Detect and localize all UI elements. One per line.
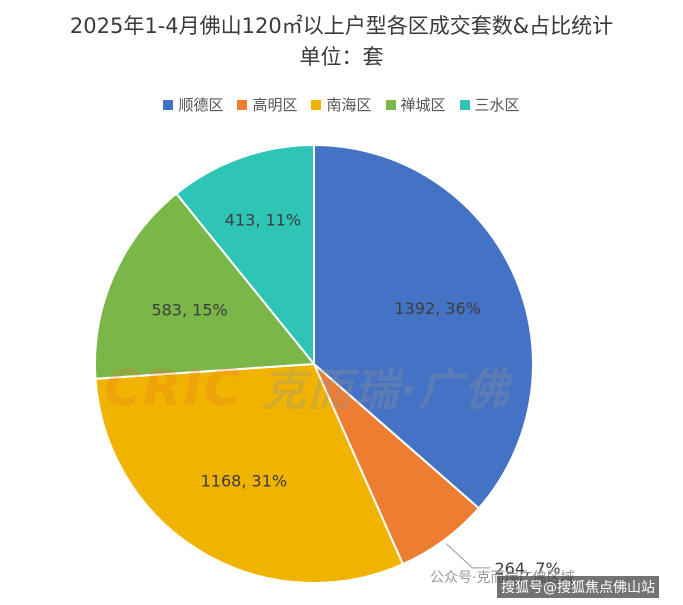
slice-nanhai xyxy=(94,362,405,584)
legend-label: 顺德区 xyxy=(178,96,224,114)
data-label: 1392, 36% xyxy=(394,299,480,318)
legend-label: 南海区 xyxy=(326,96,372,114)
leader-line xyxy=(446,543,491,569)
watermark-chinese: 克而瑞·广佛 xyxy=(261,365,511,416)
legend-swatch xyxy=(237,99,248,110)
legend-swatch xyxy=(459,99,470,110)
legend-swatch xyxy=(311,99,322,110)
legend-swatch xyxy=(163,99,174,110)
data-label: 1168, 31% xyxy=(201,471,287,490)
chart-subtitle: 单位：套 xyxy=(299,45,384,69)
footer-overlay: 搜狐号@搜狐焦点佛山站 xyxy=(497,576,659,598)
legend-label: 禅城区 xyxy=(400,96,446,114)
legend-label: 高明区 xyxy=(252,96,298,114)
legend-item-nanhai: 南海区 xyxy=(311,94,372,115)
slice-shunde xyxy=(313,143,534,510)
watermark: CRIC 克而瑞·广佛 xyxy=(104,354,511,418)
watermark-latin: CRIC xyxy=(104,359,243,417)
chart-legend: 顺德区 高明区 南海区 禅城区 三水区 xyxy=(0,94,683,115)
legend-item-chancheng: 禅城区 xyxy=(385,94,446,115)
legend-swatch xyxy=(385,99,396,110)
data-label: 264, 7% xyxy=(494,559,560,578)
slice-sanshui xyxy=(175,143,315,367)
legend-item-gaoming: 高明区 xyxy=(237,94,297,115)
legend-item-shunde: 顺德区 xyxy=(163,94,223,115)
data-label: 583, 15% xyxy=(151,301,227,320)
legend-label: 三水区 xyxy=(474,96,520,114)
chart-title: 2025年1-4月佛山120㎡以上户型各区成交套数&占比统计 xyxy=(69,14,614,38)
slice-chancheng xyxy=(94,192,316,380)
data-label: 413, 11% xyxy=(225,210,301,229)
legend-item-sanshui: 三水区 xyxy=(459,94,520,115)
